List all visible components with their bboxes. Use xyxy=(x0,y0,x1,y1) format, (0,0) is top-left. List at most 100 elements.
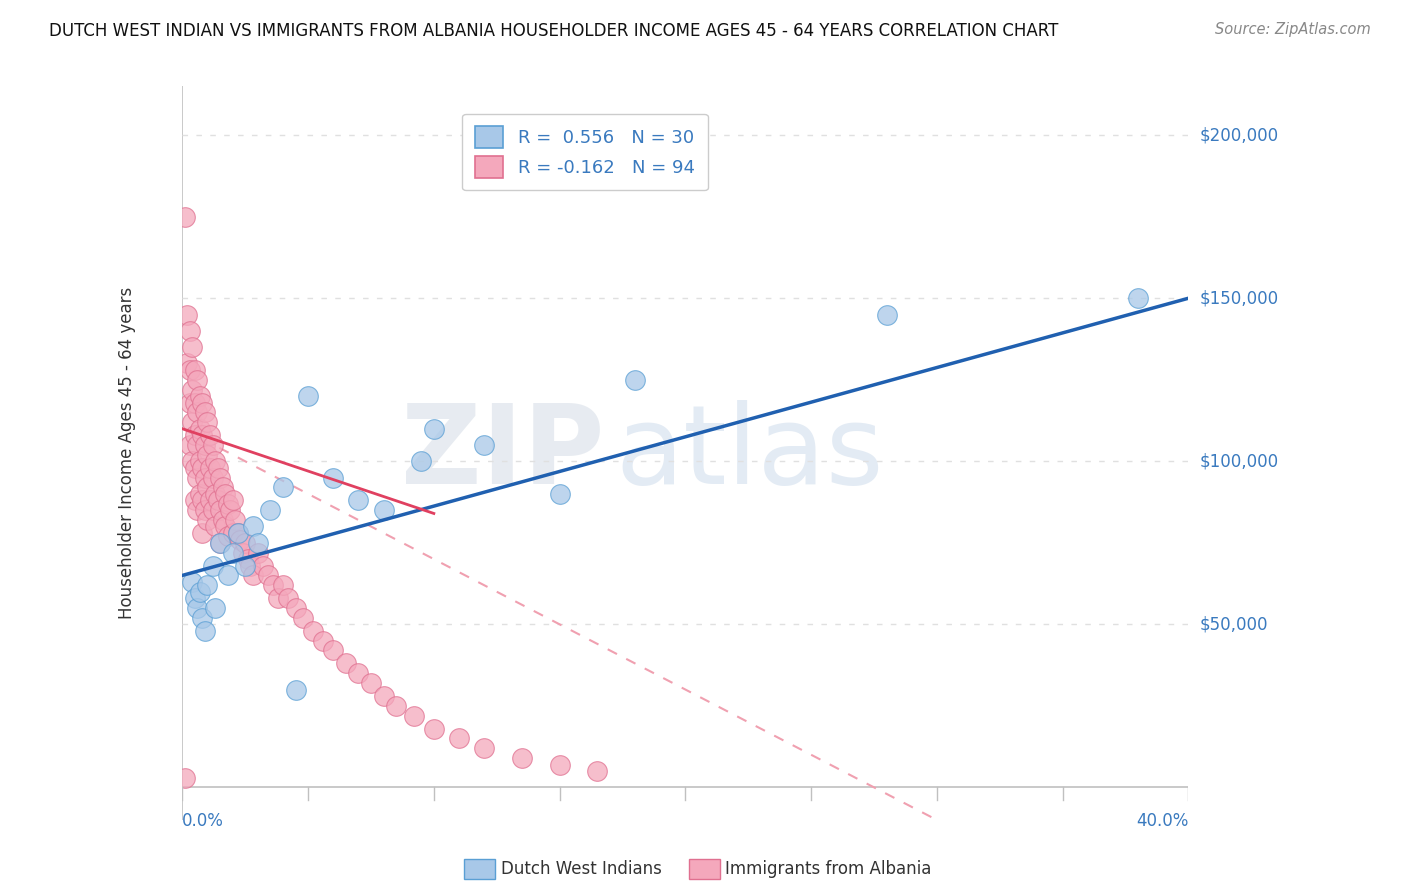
Point xyxy=(194,503,217,517)
Point xyxy=(194,624,217,638)
Point xyxy=(236,552,259,566)
Point xyxy=(194,470,217,484)
Point xyxy=(184,493,207,508)
Point xyxy=(179,324,201,338)
Point xyxy=(347,666,370,681)
Point xyxy=(510,751,533,765)
Point xyxy=(188,487,211,501)
Point xyxy=(214,487,236,501)
Point xyxy=(242,568,264,582)
Point xyxy=(548,487,571,501)
Point xyxy=(191,395,214,409)
Point xyxy=(197,513,219,527)
Point xyxy=(233,536,256,550)
Point xyxy=(209,536,232,550)
Point xyxy=(271,480,294,494)
Point xyxy=(201,558,224,573)
Point xyxy=(322,470,344,484)
Point xyxy=(224,513,246,527)
Point xyxy=(423,722,446,736)
Point xyxy=(586,764,609,778)
Point xyxy=(211,513,233,527)
Point xyxy=(184,428,207,442)
Text: Householder Income Ages 45 - 64 years: Householder Income Ages 45 - 64 years xyxy=(118,287,136,619)
Point xyxy=(423,422,446,436)
Point xyxy=(188,422,211,436)
Point xyxy=(624,373,647,387)
Point xyxy=(197,578,219,592)
Point xyxy=(284,601,307,615)
Text: $200,000: $200,000 xyxy=(1199,127,1278,145)
Point xyxy=(186,503,208,517)
Point xyxy=(360,676,382,690)
Point xyxy=(179,395,201,409)
Point xyxy=(191,526,214,541)
Point xyxy=(373,689,395,703)
Point xyxy=(194,438,217,452)
Point xyxy=(184,363,207,377)
Point xyxy=(186,373,208,387)
Point xyxy=(246,545,269,559)
Point xyxy=(239,558,262,573)
Point xyxy=(219,503,242,517)
Point xyxy=(226,526,249,541)
Point xyxy=(217,497,239,511)
Point xyxy=(188,454,211,468)
Point xyxy=(191,428,214,442)
Point xyxy=(385,698,408,713)
Text: $100,000: $100,000 xyxy=(1199,452,1278,470)
Point xyxy=(411,454,433,468)
Point xyxy=(252,558,274,573)
Point xyxy=(204,487,226,501)
Point xyxy=(292,611,315,625)
Point xyxy=(179,363,201,377)
Point xyxy=(197,415,219,429)
Point xyxy=(242,519,264,533)
Text: ZIP: ZIP xyxy=(402,400,605,507)
Point xyxy=(211,480,233,494)
Point xyxy=(204,601,226,615)
Point xyxy=(184,460,207,475)
Point xyxy=(181,454,204,468)
Text: 0.0%: 0.0% xyxy=(183,813,224,830)
Point xyxy=(233,558,256,573)
Text: Source: ZipAtlas.com: Source: ZipAtlas.com xyxy=(1215,22,1371,37)
Point xyxy=(198,428,221,442)
Point xyxy=(297,389,319,403)
Point xyxy=(221,493,243,508)
Point xyxy=(184,591,207,606)
Point xyxy=(312,633,335,648)
Point xyxy=(221,526,243,541)
Point xyxy=(181,383,204,397)
Point xyxy=(232,545,254,559)
Point xyxy=(267,591,290,606)
Text: Immigrants from Albania: Immigrants from Albania xyxy=(725,860,932,878)
Point xyxy=(207,493,229,508)
Point xyxy=(257,568,280,582)
Point xyxy=(322,643,344,657)
Point xyxy=(217,529,239,543)
Point xyxy=(201,503,224,517)
Point xyxy=(226,526,249,541)
Point xyxy=(181,340,204,354)
Point xyxy=(217,568,239,582)
Text: DUTCH WEST INDIAN VS IMMIGRANTS FROM ALBANIA HOUSEHOLDER INCOME AGES 45 - 64 YEA: DUTCH WEST INDIAN VS IMMIGRANTS FROM ALB… xyxy=(49,22,1059,40)
Point xyxy=(876,308,898,322)
Point xyxy=(472,438,495,452)
Point xyxy=(214,519,236,533)
Point xyxy=(302,624,325,638)
Point xyxy=(191,493,214,508)
Point xyxy=(277,591,299,606)
Point xyxy=(209,503,232,517)
Point xyxy=(188,584,211,599)
Point xyxy=(284,682,307,697)
Text: 40.0%: 40.0% xyxy=(1136,813,1188,830)
Point xyxy=(198,460,221,475)
Point xyxy=(209,536,232,550)
Point xyxy=(191,460,214,475)
Point xyxy=(186,601,208,615)
Point xyxy=(221,545,243,559)
Text: atlas: atlas xyxy=(614,400,883,507)
Text: $50,000: $50,000 xyxy=(1199,615,1268,633)
Point xyxy=(201,470,224,484)
